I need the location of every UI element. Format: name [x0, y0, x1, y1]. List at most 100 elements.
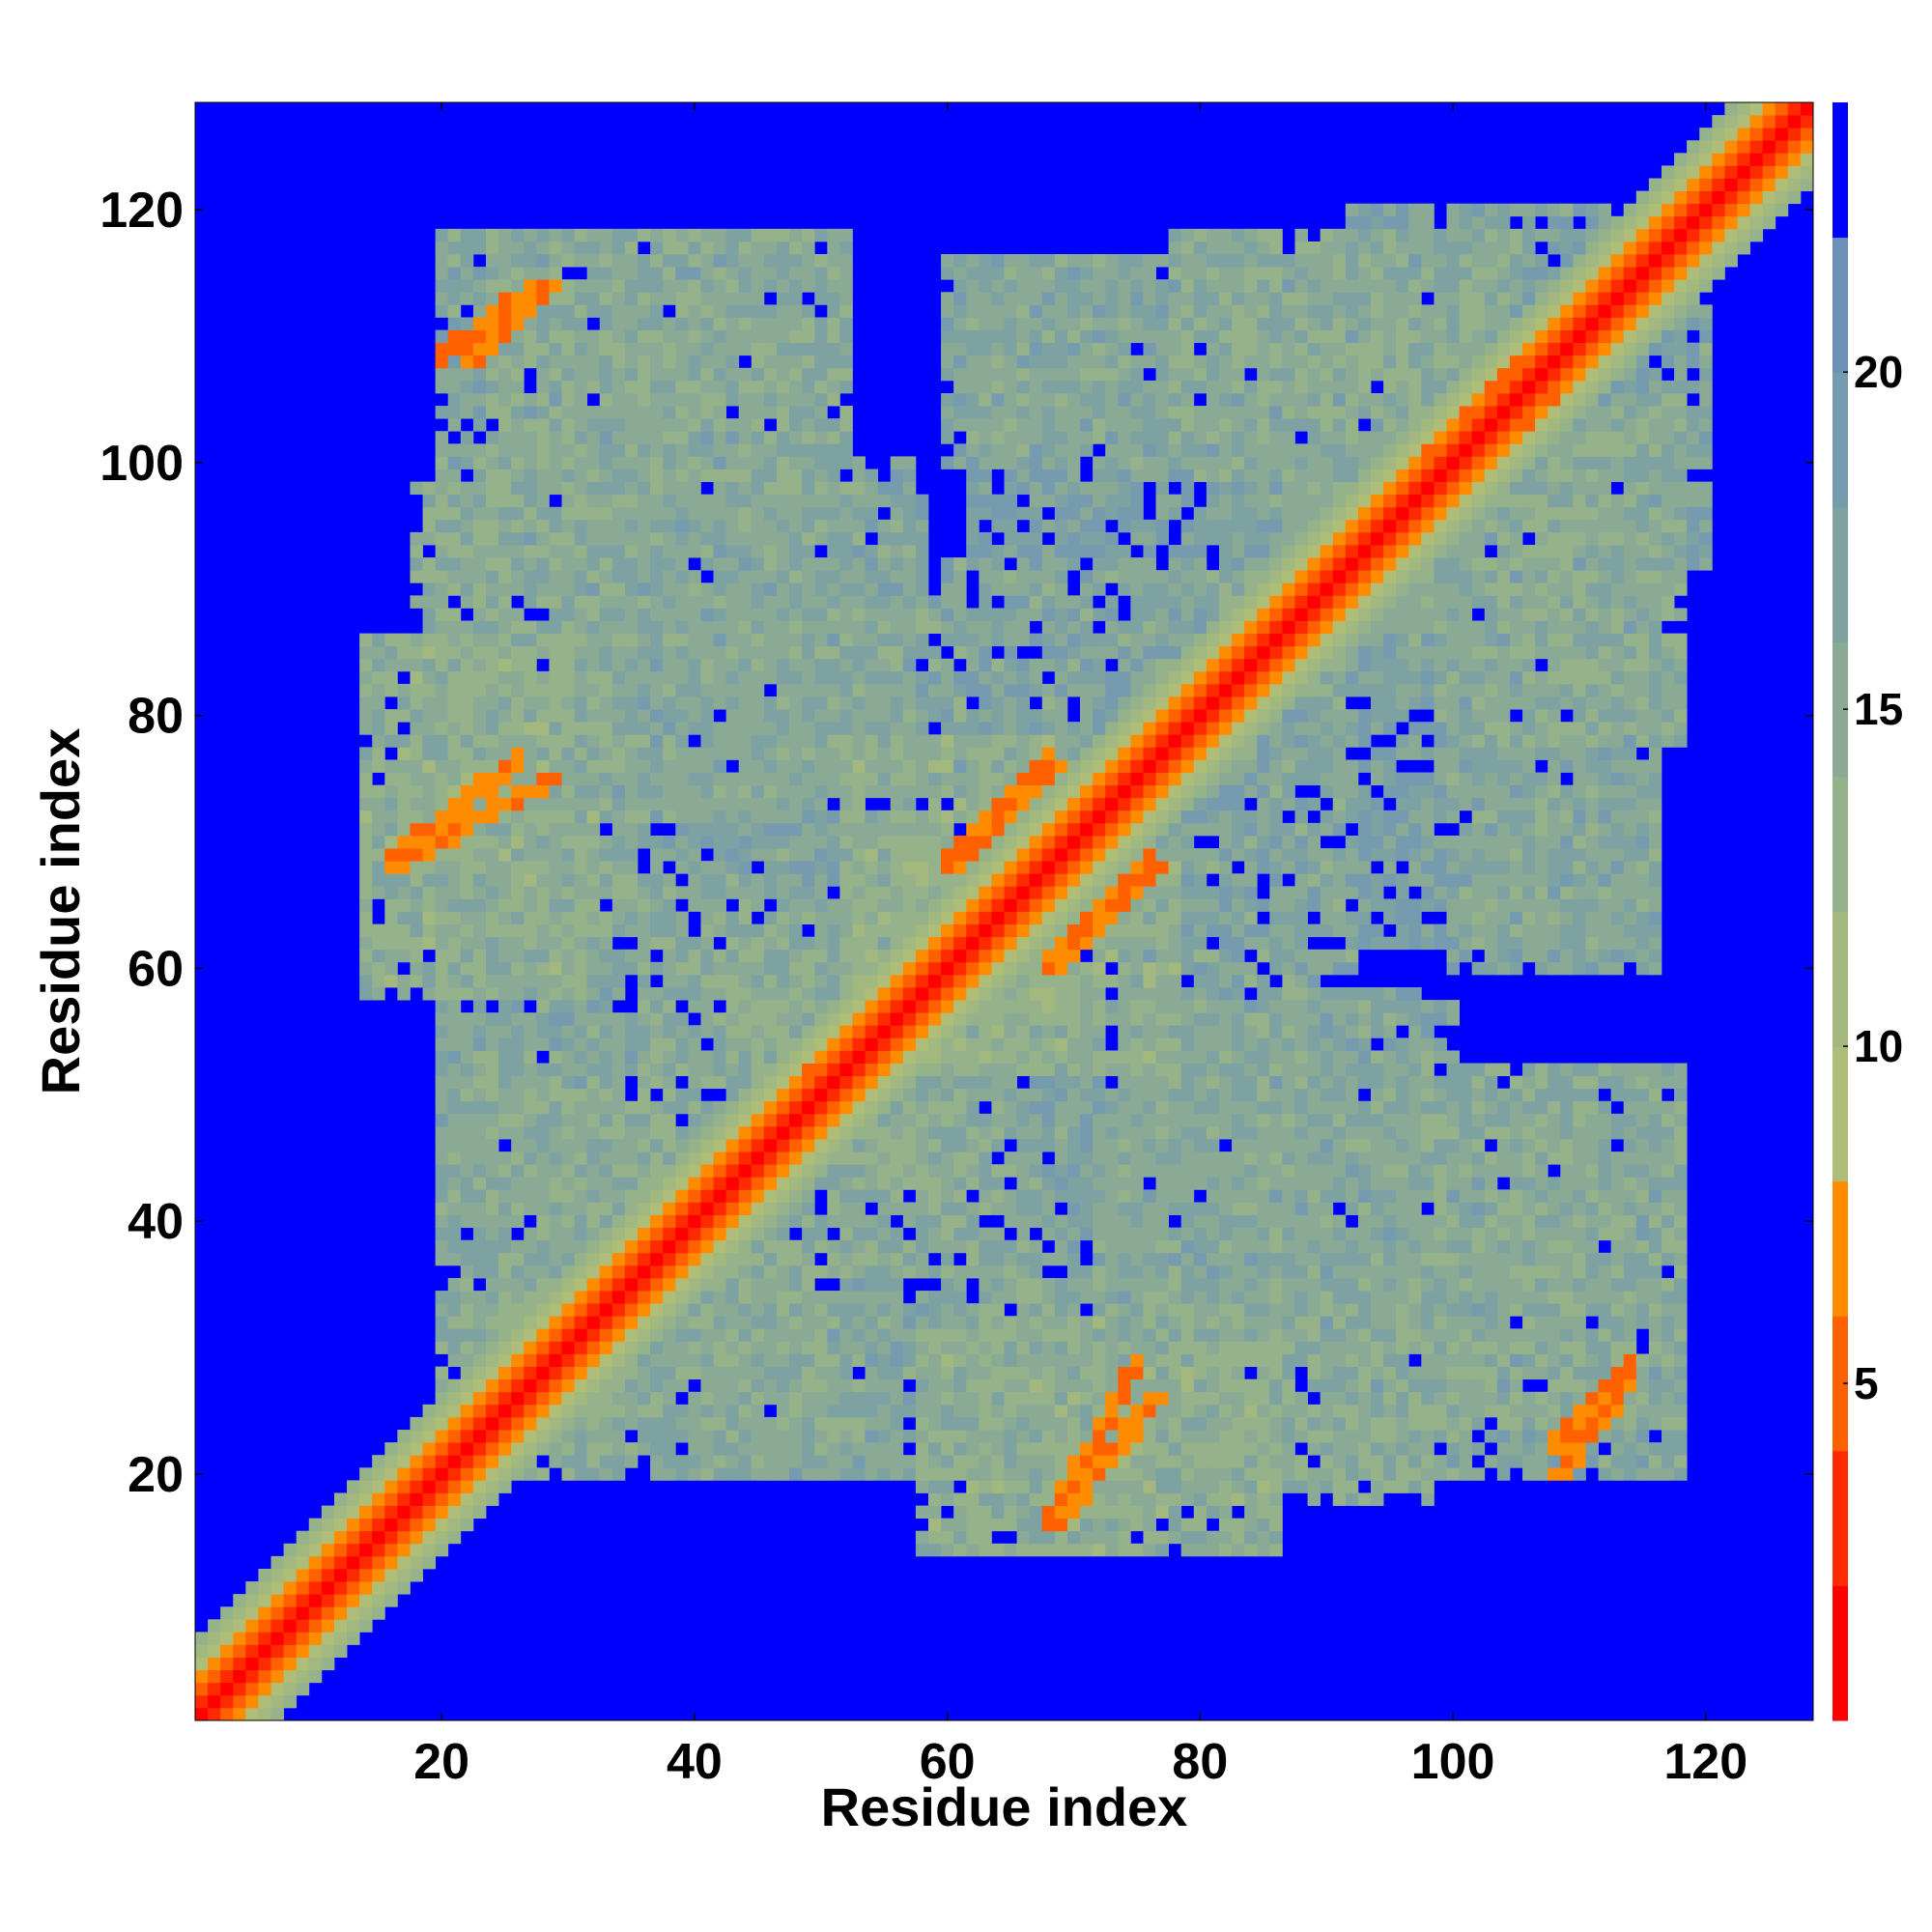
heatmap-cell	[991, 923, 1005, 938]
heatmap-cell	[599, 1139, 613, 1152]
heatmap-cell	[865, 759, 879, 773]
heatmap-cell	[321, 1518, 335, 1532]
heatmap-cell	[688, 886, 701, 899]
heatmap-cell	[751, 1404, 765, 1418]
heatmap-cell	[763, 633, 778, 647]
heatmap-cell	[890, 1291, 904, 1304]
heatmap-cell	[472, 443, 487, 457]
heatmap-cell	[927, 873, 942, 887]
heatmap-cell	[763, 658, 778, 672]
heatmap-cell	[524, 848, 537, 862]
heatmap-cell	[966, 1505, 980, 1520]
heatmap-cell	[435, 873, 449, 887]
heatmap-cell	[827, 683, 840, 697]
heatmap-cell	[1041, 481, 1056, 496]
heatmap-cell	[953, 923, 967, 938]
heatmap-cell	[586, 1125, 601, 1140]
heatmap-cell	[738, 759, 753, 773]
heatmap-cell	[927, 1530, 942, 1545]
heatmap-cell	[549, 961, 562, 976]
heatmap-cell	[460, 406, 474, 419]
heatmap-cell	[586, 1277, 601, 1292]
heatmap-cell	[524, 1189, 537, 1203]
heatmap-cell	[1029, 1214, 1043, 1229]
heatmap-cell	[927, 1291, 942, 1304]
heatmap-cell	[991, 254, 1005, 268]
heatmap-cell	[725, 1264, 740, 1279]
heatmap-cell	[789, 456, 803, 469]
heatmap-cell	[549, 1177, 562, 1190]
heatmap-cell	[814, 1467, 828, 1481]
heatmap-cell	[991, 406, 1005, 419]
heatmap-cell	[435, 987, 449, 1001]
heatmap-cell	[397, 923, 411, 938]
heatmap-cell	[561, 1151, 575, 1165]
heatmap-cell	[586, 1012, 601, 1026]
heatmap-cell	[1041, 911, 1056, 924]
heatmap-cell	[624, 1353, 639, 1367]
heatmap-cell	[561, 873, 575, 887]
heatmap-cell	[814, 1063, 828, 1077]
heatmap-cell	[738, 1202, 753, 1215]
heatmap-cell	[549, 1000, 562, 1013]
heatmap-cell	[422, 810, 437, 824]
heatmap-cell	[827, 1088, 840, 1102]
heatmap-cell	[725, 1189, 740, 1203]
heatmap-cell	[688, 1328, 701, 1342]
heatmap-cell	[941, 1050, 954, 1064]
heatmap-cell	[1016, 1202, 1031, 1215]
heatmap-cell	[953, 1341, 967, 1354]
heatmap-cell	[536, 241, 550, 255]
heatmap-cell	[966, 1151, 980, 1165]
heatmap-cell	[713, 254, 727, 268]
heatmap-cell	[460, 658, 474, 672]
heatmap-cell	[713, 380, 727, 394]
heatmap-cell	[776, 1467, 790, 1481]
heatmap-cell	[472, 241, 487, 255]
heatmap-cell	[839, 557, 853, 571]
heatmap-cell	[814, 1442, 828, 1456]
heatmap-cell	[941, 292, 954, 305]
heatmap-cell	[991, 506, 1005, 521]
heatmap-cell	[663, 292, 676, 305]
heatmap-cell	[915, 1151, 929, 1165]
heatmap-cell	[1041, 1341, 1056, 1354]
heatmap-cell	[435, 1214, 449, 1229]
heatmap-cell	[966, 1430, 980, 1443]
heatmap-cell	[472, 1430, 487, 1443]
heatmap-cell	[410, 734, 423, 748]
heatmap-cell	[839, 784, 853, 799]
heatmap-cell	[1029, 987, 1043, 1001]
heatmap-cell	[586, 1442, 601, 1456]
heatmap-cell	[1029, 961, 1043, 976]
heatmap-cell	[865, 481, 879, 496]
heatmap-cell	[638, 670, 651, 685]
heatmap-cell	[852, 1164, 866, 1178]
heatmap-cell	[447, 1391, 462, 1406]
heatmap-cell	[447, 1303, 462, 1317]
heatmap-cell	[865, 1125, 879, 1140]
heatmap-cell	[827, 1025, 840, 1038]
heatmap-cell	[814, 747, 828, 760]
heatmap-cell	[751, 418, 765, 432]
heatmap-cell	[611, 923, 626, 938]
heatmap-cell	[599, 355, 613, 369]
heatmap-cell	[611, 1378, 626, 1393]
heatmap-cell	[789, 392, 803, 407]
heatmap-cell	[524, 722, 537, 735]
heatmap-cell	[611, 683, 626, 697]
heatmap-cell	[1016, 595, 1031, 609]
heatmap-cell	[789, 1252, 803, 1266]
heatmap-cell	[725, 772, 740, 786]
heatmap-cell	[966, 1303, 980, 1317]
heatmap-cell	[611, 456, 626, 469]
heatmap-cell	[447, 620, 462, 635]
heatmap-cell	[979, 1025, 992, 1038]
heatmap-cell	[725, 911, 740, 924]
heatmap-cell	[384, 848, 398, 862]
heatmap-cell	[738, 292, 753, 305]
heatmap-cell	[751, 1378, 765, 1393]
heatmap-cell	[1041, 292, 1056, 305]
heatmap-cell	[650, 506, 664, 521]
heatmap-cell	[447, 835, 462, 849]
